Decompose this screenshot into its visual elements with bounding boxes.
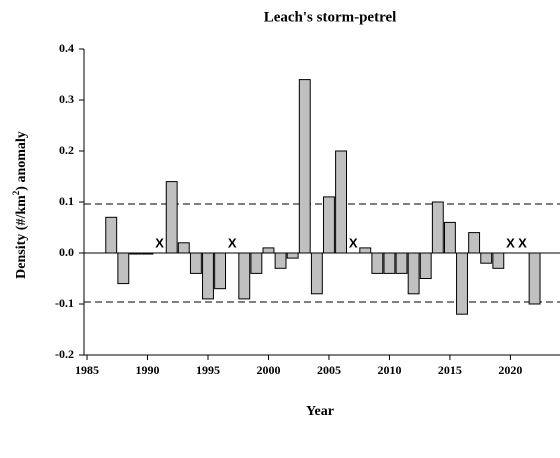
- y-tick-label: 0.3: [59, 92, 74, 106]
- x-tick-label: 2015: [438, 363, 462, 377]
- y-tick-label: 0.1: [59, 194, 74, 208]
- x-axis-label: Year: [306, 404, 334, 419]
- x-tick-label: 1995: [196, 363, 220, 377]
- x-tick-label: 1990: [136, 363, 160, 377]
- bar: [468, 232, 481, 254]
- x-tick-label: 2010: [377, 363, 401, 377]
- bar: [141, 252, 154, 255]
- y-tick-label: -0.1: [55, 296, 74, 310]
- bar: [419, 252, 432, 279]
- x-tick-label: 1985: [75, 363, 99, 377]
- y-tick-label: 0.0: [59, 245, 74, 259]
- y-tick-label: 0.2: [59, 143, 74, 157]
- missing-marker: X: [228, 235, 237, 250]
- y-tick-label: 0.4: [59, 41, 74, 55]
- bar: [480, 252, 493, 264]
- bar: [359, 247, 372, 254]
- bar: [323, 196, 335, 254]
- bar: [274, 252, 287, 269]
- bar: [407, 252, 420, 295]
- missing-marker: X: [155, 235, 164, 250]
- bar: [214, 252, 227, 290]
- y-tick-label: -0.2: [55, 347, 74, 361]
- bar: [335, 150, 347, 254]
- bar: [310, 252, 323, 295]
- missing-marker: X: [349, 235, 358, 250]
- bar: [456, 252, 468, 315]
- x-tick-label: 2000: [256, 363, 280, 377]
- x-tick-label: 2005: [317, 363, 341, 377]
- bar: [189, 252, 202, 274]
- missing-marker: X: [518, 235, 527, 250]
- bar: [129, 252, 142, 255]
- bar: [238, 252, 251, 300]
- y-axis-label: Density (#/km2) anomaly: [11, 131, 29, 279]
- bar: [431, 201, 444, 254]
- bar: [298, 79, 311, 254]
- bar: [202, 252, 214, 300]
- bar: [371, 252, 384, 274]
- bar: [165, 181, 178, 254]
- bar: [286, 252, 299, 259]
- bar: [443, 221, 456, 254]
- bar: [105, 216, 118, 254]
- y-axis-label-end: ) anomaly: [14, 131, 29, 191]
- chart-title: Leach's storm-petrel: [264, 9, 397, 25]
- x-tick-label: 2020: [498, 363, 522, 377]
- bar: [395, 252, 408, 274]
- bar: [492, 252, 505, 269]
- bar: [383, 252, 396, 274]
- bar: [262, 247, 275, 254]
- y-axis-label-text: Density (#/km: [14, 195, 29, 279]
- y-axis-label-sup: 2: [11, 190, 21, 195]
- bar: [177, 242, 190, 254]
- bar: [250, 252, 263, 274]
- bar: [117, 252, 130, 285]
- missing-marker: X: [506, 235, 515, 250]
- bar: [528, 252, 541, 305]
